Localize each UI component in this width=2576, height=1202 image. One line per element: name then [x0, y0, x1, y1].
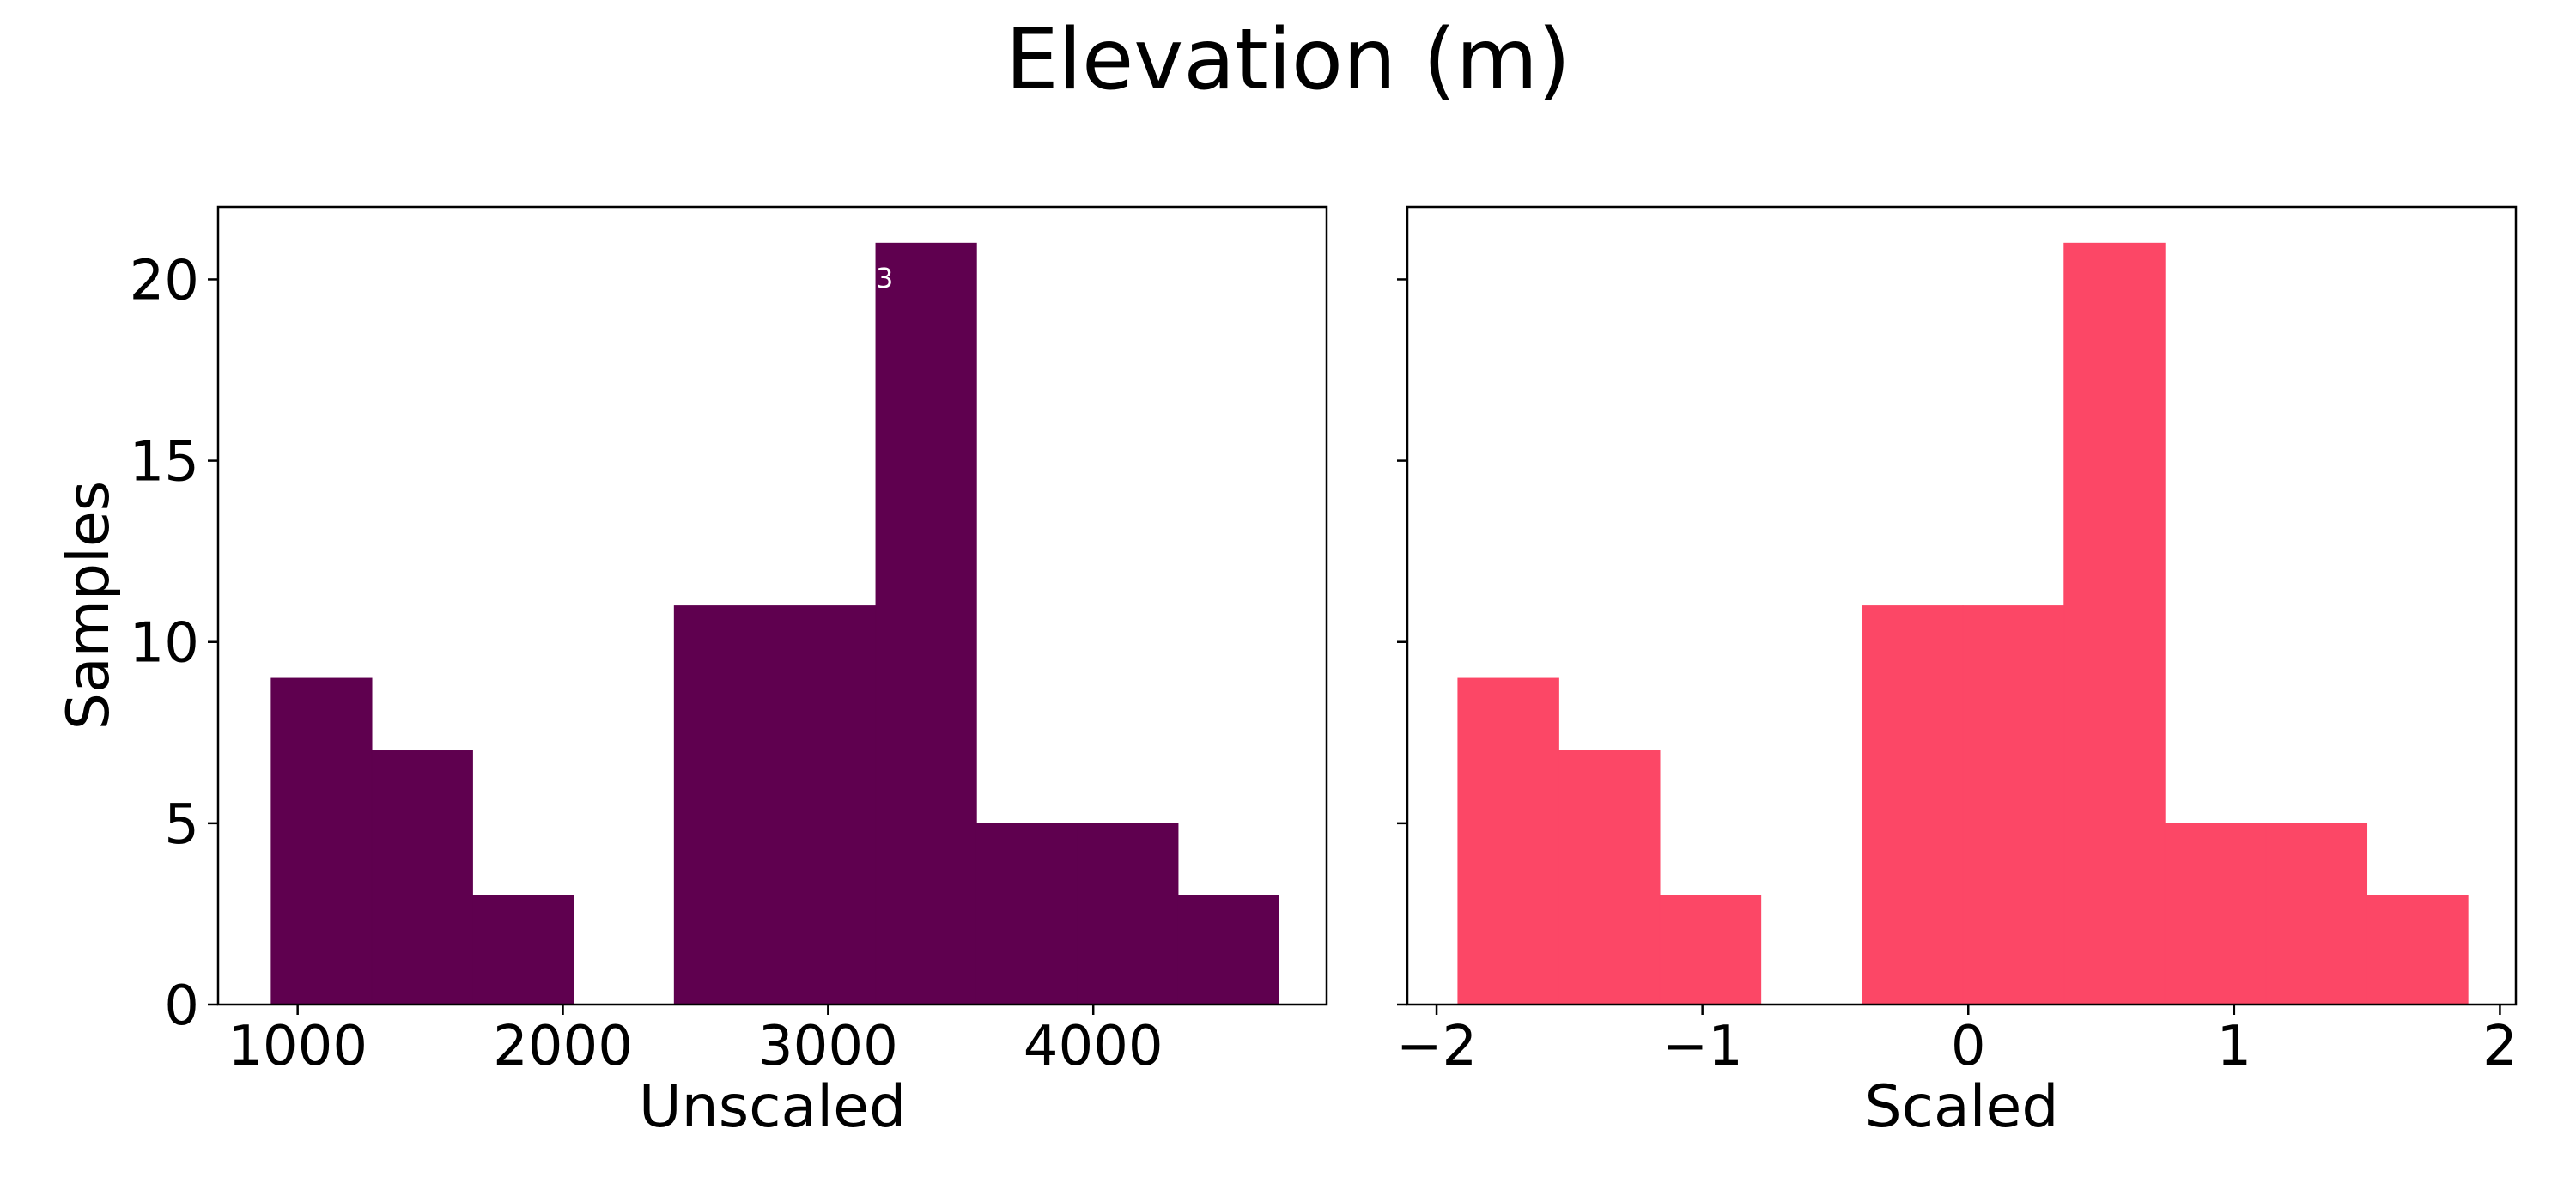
histogram-bar [371, 750, 473, 1005]
histogram-bar [775, 605, 877, 1005]
bars-scaled [1457, 242, 2469, 1005]
x-tick-label: −2 [1396, 1015, 1477, 1078]
histogram-bar [1659, 895, 1762, 1005]
histogram-bar [2063, 242, 2166, 1005]
x-tick-label: 4000 [1024, 1015, 1163, 1078]
x-tick-label: 1 [2216, 1015, 2251, 1078]
x-tick-label: 2000 [493, 1015, 633, 1078]
y-ticks-unscaled: 0 5 10 15 20 [130, 249, 218, 1038]
x-ticks-scaled: −2 −1 0 1 2 [1396, 1005, 2518, 1078]
histogram-unscaled: 1000 2000 3000 4000 0 5 10 15 20 3 Unscaled Sam… [55, 205, 1328, 1141]
y-tick-label: 5 [164, 793, 199, 857]
x-tick-label: 3000 [758, 1015, 898, 1078]
histogram-bar [472, 895, 574, 1005]
y-axis-label: Samples [55, 481, 123, 730]
histogram-scaled: −2 −1 0 1 2 Scaled [1396, 205, 2518, 1141]
y-tick-label: 15 [130, 431, 199, 495]
x-tick-label: −1 [1662, 1015, 1742, 1078]
annotation-label: 3 [876, 262, 893, 294]
y-tick-label: 10 [130, 612, 199, 676]
histogram-bar [673, 605, 775, 1005]
histogram-bar [1962, 605, 2065, 1005]
histogram-bar [270, 677, 373, 1005]
histogram-bar [2265, 823, 2368, 1005]
histogram-bar [875, 242, 977, 1005]
plot-frame-unscaled [216, 205, 1328, 1006]
histogram-bar [1558, 750, 1661, 1005]
x-tick-label: 2 [2482, 1015, 2518, 1078]
x-tick-label: 0 [1951, 1015, 1986, 1078]
x-ticks-unscaled: 1000 2000 3000 4000 [228, 1005, 1163, 1078]
histogram-bar [1457, 677, 1559, 1005]
figure-title: Elevation (m) [1005, 11, 1571, 109]
histogram-bar [2164, 823, 2267, 1005]
y-tick-label: 20 [130, 249, 199, 313]
y-tick-label: 0 [164, 974, 199, 1038]
x-tick-label: 1000 [228, 1015, 368, 1078]
histogram-bar [1177, 895, 1279, 1005]
histogram-bar [1862, 605, 1964, 1005]
histogram-bar [1077, 823, 1179, 1005]
bars-unscaled [270, 242, 1279, 1005]
histogram-bar [975, 823, 1078, 1005]
histogram-bar [2366, 895, 2469, 1005]
x-axis-label-unscaled: Unscaled [639, 1073, 906, 1141]
plot-frame-scaled [1406, 205, 2518, 1006]
y-ticks-scaled [1397, 278, 1407, 1006]
x-axis-label-scaled: Scaled [1864, 1073, 2058, 1141]
